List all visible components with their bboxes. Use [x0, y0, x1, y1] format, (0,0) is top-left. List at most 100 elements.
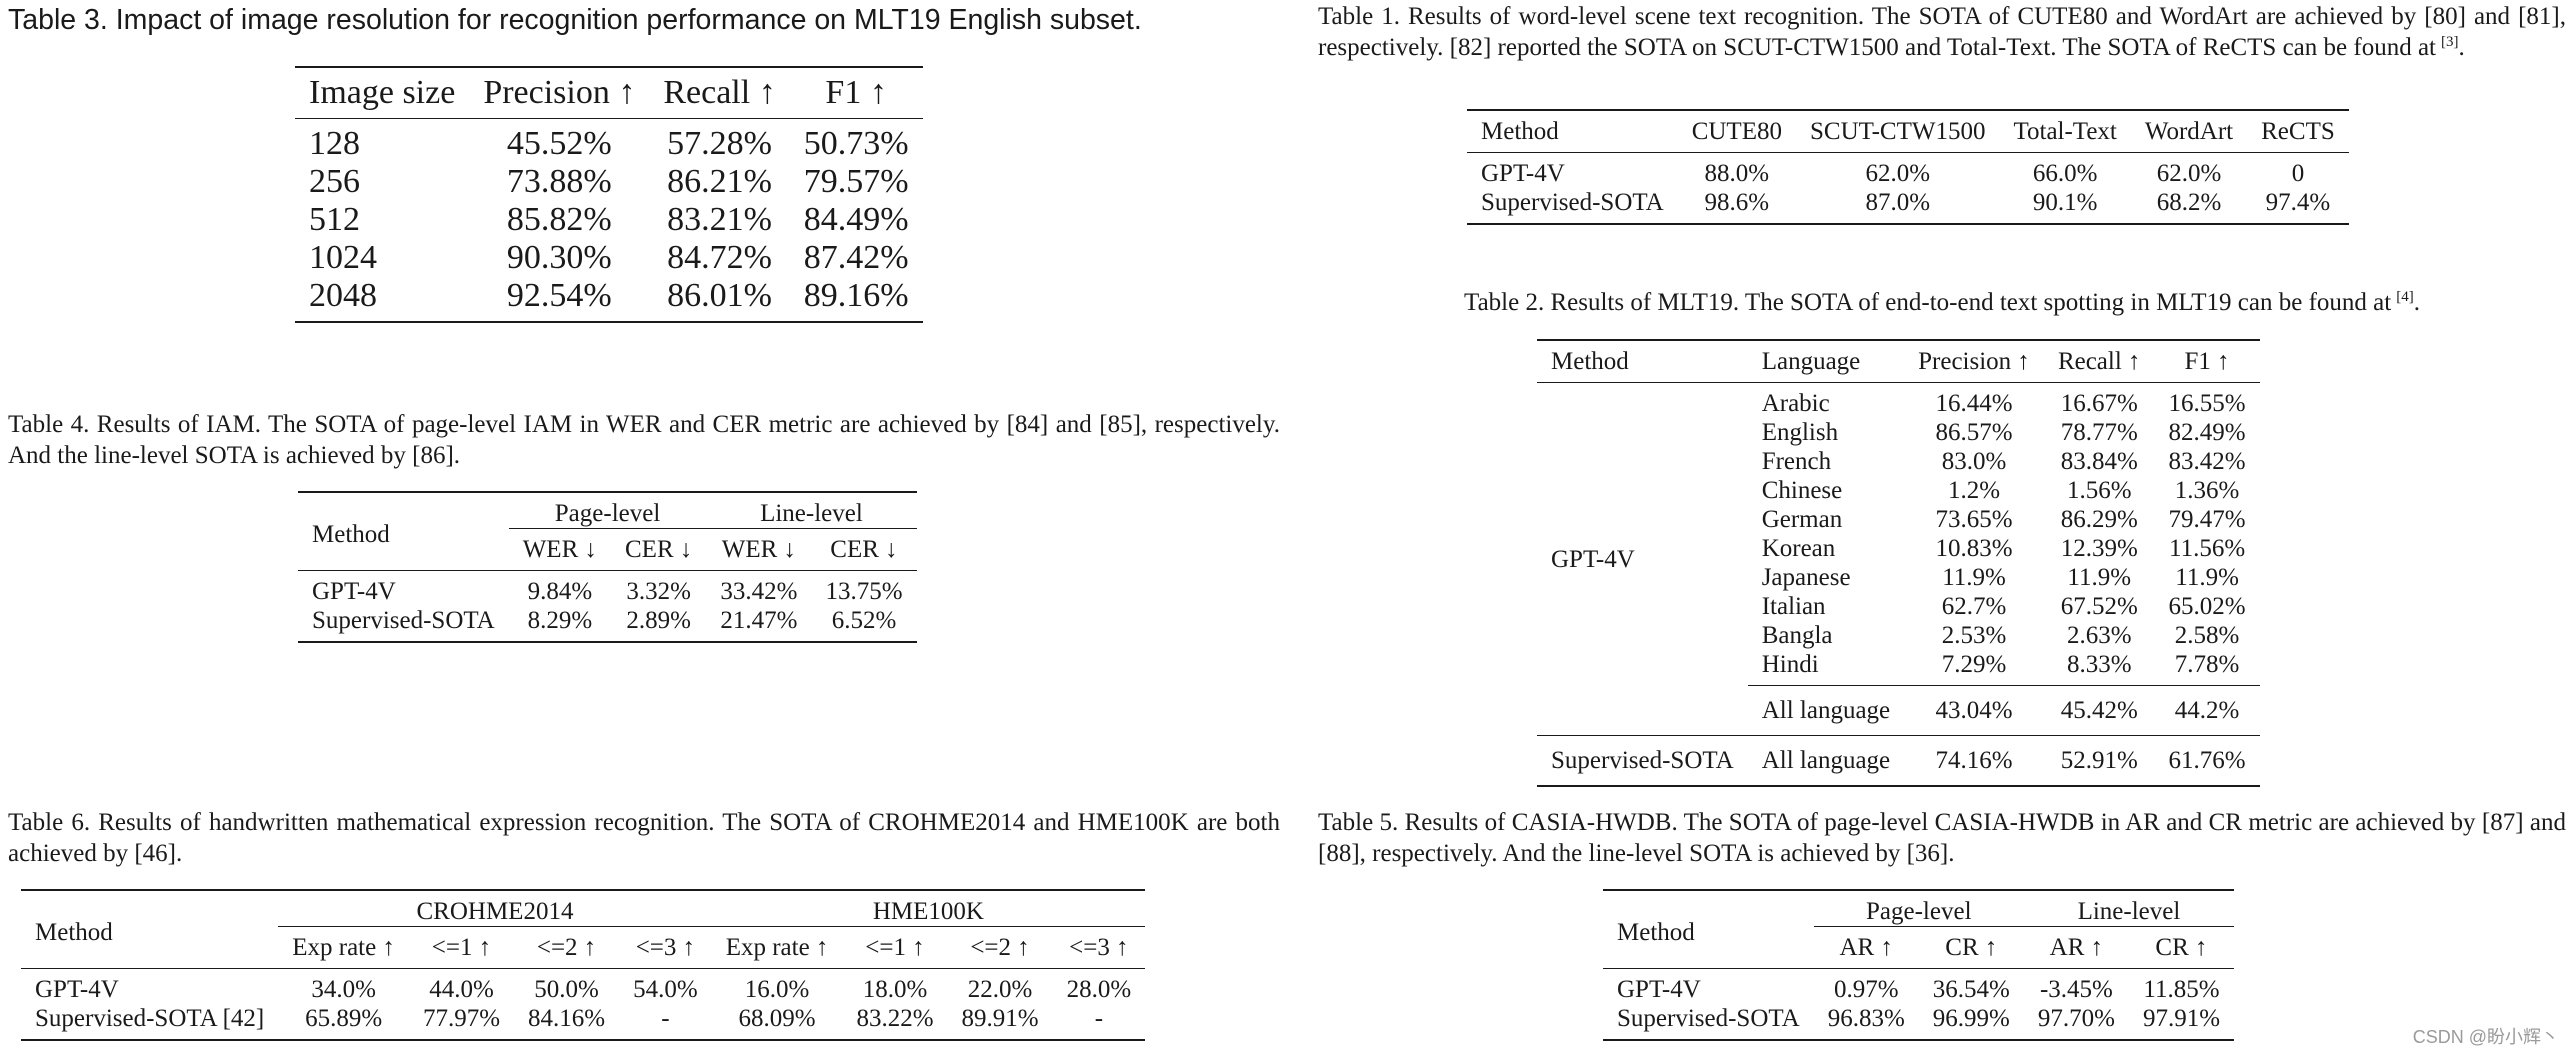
table4-cell: 3.32%	[626, 578, 691, 605]
table2-caption-end: .	[2413, 289, 2420, 316]
table3-cell: 79.57%	[803, 163, 909, 200]
table6-cell: 54.0%	[633, 976, 698, 1003]
table5-cell: 0.97%	[1833, 976, 1899, 1003]
table2-cell: 11.9%	[2067, 564, 2132, 591]
table2-cell: 83.42%	[2168, 448, 2246, 475]
table6-cell: -	[661, 1005, 670, 1032]
table2-caption-text: Table 2. Results of MLT19. The SOTA of e…	[1464, 289, 2392, 316]
table6-group-crohme: CROHME2014	[278, 890, 712, 927]
table3-cell: 512	[309, 201, 360, 238]
table-row: German 73.65% 86.29% 79.47%	[1537, 505, 2260, 534]
table-row: GPT-4V Arabic 16.44% 16.67% 16.55%	[1537, 383, 2260, 573]
table4-cell: 33.42%	[720, 578, 798, 605]
table1: Method CUTE80 SCUT-CTW1500 Total-Text Wo…	[1467, 109, 2349, 225]
table2-cell: 61.76%	[2168, 747, 2246, 774]
table4-group-line-level: Line-level	[706, 492, 917, 529]
table1-cell: 88.0%	[1704, 160, 1770, 187]
table3-cell: 73.88%	[506, 163, 612, 200]
table3-cell: 128	[309, 125, 360, 162]
table-row: GPT-4V 34.0% 44.0% 50.0% 54.0% 16.0% 18.…	[21, 969, 1145, 1005]
table2-cell: Italian	[1761, 593, 1826, 620]
table2-cell: Chinese	[1761, 477, 1843, 504]
table2-cell: 2.63%	[2066, 622, 2132, 649]
table3-cell: 256	[309, 163, 360, 200]
table3-cell: 86.01%	[667, 277, 772, 314]
table6-cell: 22.0%	[967, 976, 1033, 1003]
table6-header-method: Method	[35, 919, 113, 946]
table2-cell: 62.7%	[1941, 593, 2007, 620]
table-row: Korean 10.83% 12.39% 11.56%	[1537, 534, 2260, 563]
table2-cell: Hindi	[1761, 651, 1819, 678]
table1-cell: Supervised-SOTA	[1481, 189, 1664, 216]
table1-cell: 66.0%	[2032, 160, 2098, 187]
table6: Method CROHME2014 HME100K Exp rate ↑ <=1…	[21, 889, 1146, 1041]
table5-subheader: AR ↑	[2049, 934, 2104, 961]
table3-header-recall: Recall ↑	[663, 74, 776, 111]
table2-sota-label: Supervised-SOTA	[1551, 747, 1734, 774]
table1-caption-text: Table 1. Results of word-level scene tex…	[1318, 3, 2566, 61]
table6-cell: 16.0%	[744, 976, 810, 1003]
table6-subheader: <=1 ↑	[431, 934, 492, 961]
table5-cell: -3.45%	[2039, 976, 2113, 1003]
table6-subheader: <=1 ↑	[865, 934, 925, 961]
table5-subheader: AR ↑	[1839, 934, 1893, 961]
table-row: All language 43.04% 45.42% 44.2%	[1537, 685, 2260, 736]
table3-cell: 50.73%	[803, 125, 909, 162]
table-row: Bangla 2.53% 2.63% 2.58%	[1537, 621, 2260, 650]
table3-header-image-size: Image size	[309, 74, 456, 111]
table3-cell: 84.72%	[667, 239, 772, 276]
table3-cell: 83.21%	[667, 201, 772, 238]
table-row: Chinese 1.2% 1.56% 1.36%	[1537, 476, 2260, 505]
table-row: GPT-4V 9.84% 3.32% 33.42% 13.75%	[298, 571, 917, 607]
table3-header-f1: F1 ↑	[825, 74, 887, 111]
table6-cell: 50.0%	[534, 976, 599, 1003]
table6-cell: 77.97%	[422, 1005, 501, 1032]
table3-cell: 90.30%	[506, 239, 612, 276]
table2: Method Language Precision ↑ Recall ↑ F1 …	[1537, 339, 2260, 787]
table1-cell: 90.1%	[2032, 189, 2098, 216]
table2-cell: 12.39%	[2060, 535, 2138, 562]
table2-cell: 43.04%	[1904, 685, 2044, 736]
table2-header-method: Method	[1551, 348, 1629, 375]
table4: Method Page-level Line-level WER ↓ CER ↓…	[298, 491, 917, 643]
table2-header-f1: F1 ↑	[2184, 348, 2230, 375]
table6-subheader: Exp rate ↑	[292, 934, 395, 961]
table2-cell: 44.2%	[2154, 685, 2260, 736]
table6-cell: 89.91%	[961, 1005, 1039, 1032]
table2-cell: Arabic	[1761, 390, 1830, 417]
table3-cell: 86.21%	[667, 163, 772, 200]
table2-cell: 16.67%	[2060, 390, 2138, 417]
table6-caption: Table 6. Results of handwritten mathemat…	[8, 809, 1280, 867]
table2-cell: 1.2%	[1948, 477, 2001, 504]
table3-cell: 89.16%	[803, 277, 909, 314]
table2-cell: 10.83%	[1935, 535, 2013, 562]
table6-cell: 44.0%	[429, 976, 494, 1003]
table-row: Hindi 7.29% 8.33% 7.78%	[1537, 650, 2260, 686]
table2-gpt-label: GPT-4V	[1551, 545, 1635, 573]
table-row: 128 45.52% 57.28% 50.73%	[295, 119, 923, 164]
table2-cell: 52.91%	[2060, 747, 2138, 774]
table2-cell: 78.77%	[2060, 419, 2138, 446]
table2-cell: 8.33%	[2066, 651, 2132, 678]
table-row: Italian 62.7% 67.52% 65.02%	[1537, 592, 2260, 621]
table1-cell: 0	[2291, 160, 2305, 187]
table-row: English 86.57% 78.77% 82.49%	[1537, 418, 2260, 447]
table2-cell: 74.16%	[1935, 747, 2013, 774]
table4-cell: GPT-4V	[312, 578, 396, 605]
table-row: 512 85.82% 83.21% 84.49%	[295, 201, 923, 239]
table4-cell: 2.89%	[626, 607, 691, 634]
table4-header-method: Method	[312, 521, 390, 548]
table2-caption: Table 2. Results of MLT19. The SOTA of e…	[1318, 287, 2566, 318]
table4-cell: 8.29%	[527, 607, 593, 634]
table3-cell: 85.82%	[506, 201, 612, 238]
table5-cell: 96.83%	[1827, 1005, 1905, 1032]
table5-cell: Supervised-SOTA	[1617, 1005, 1800, 1032]
table4-subheader: CER ↓	[830, 536, 898, 563]
table-row: Japanese 11.9% 11.9% 11.9%	[1537, 563, 2260, 592]
table2-cell: All language	[1747, 685, 1905, 736]
table5-cell: 97.70%	[2037, 1005, 2115, 1032]
table4-group-page-level: Page-level	[508, 492, 707, 529]
table6-cell: -	[1094, 1005, 1104, 1032]
table4-cell: 9.84%	[527, 578, 593, 605]
table4-subheader: WER ↓	[721, 536, 797, 563]
